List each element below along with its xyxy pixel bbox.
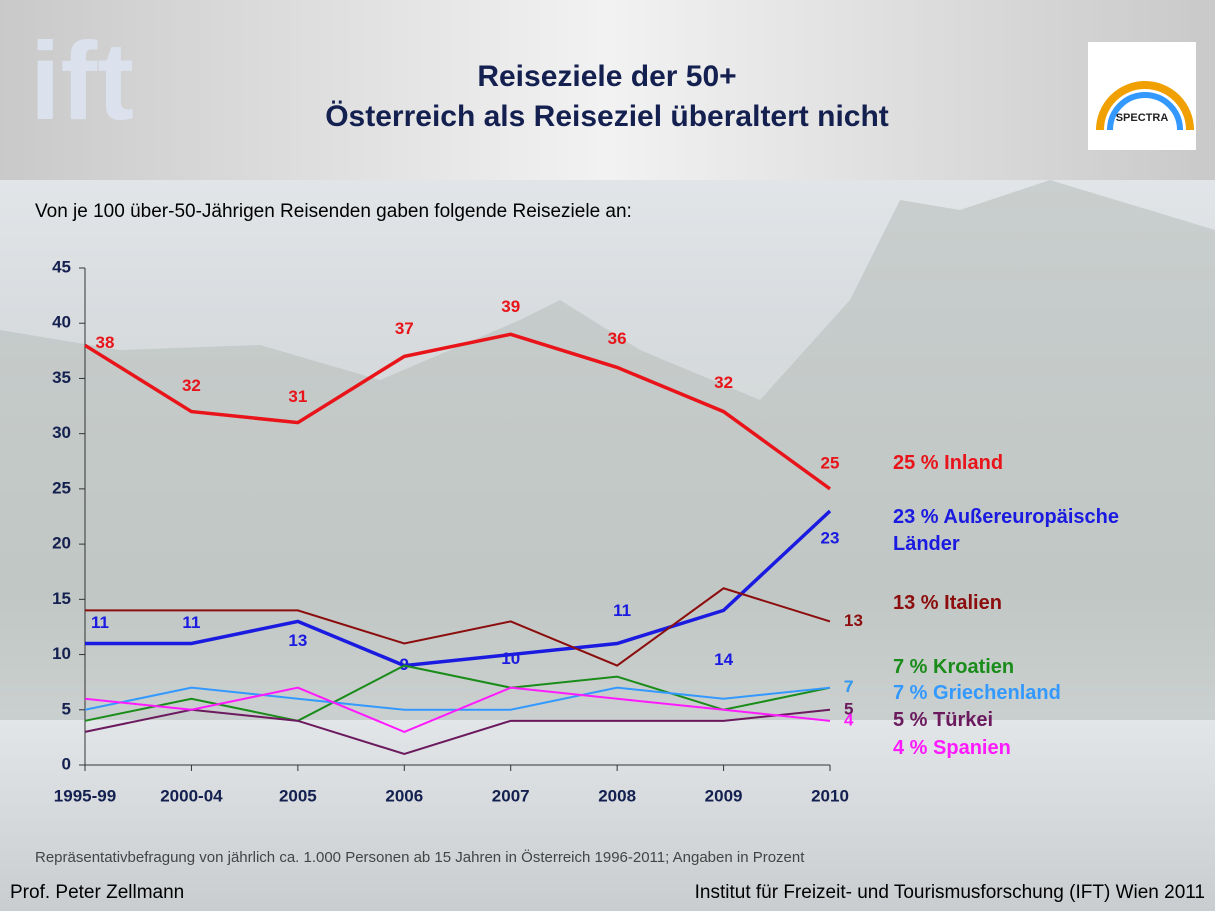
title: Österreich als Reiseziel überaltert nich… — [325, 100, 889, 133]
data-label: 7 — [844, 677, 853, 696]
intro: Von je 100 über-50-Jährigen Reisenden ga… — [35, 201, 632, 222]
data-label: 32 — [714, 373, 733, 392]
data-label: 7 — [844, 677, 853, 696]
x-tick-label: 2009 — [705, 786, 743, 805]
footnote: Repräsentativbefragung von jährlich ca. … — [35, 848, 805, 866]
logo-arc — [1096, 81, 1194, 131]
legend-entry: 25 % Inland — [893, 452, 1004, 474]
x-tick-label: 2008 — [598, 786, 636, 805]
y-tick-label: 30 — [52, 423, 71, 442]
data-label: 13 — [288, 631, 307, 650]
series-line — [84, 664, 831, 722]
x-tick-label: 2006 — [385, 786, 423, 805]
legend-entry: 7 % Kroatien — [893, 656, 1015, 678]
series-line — [85, 509, 832, 668]
data-label: 39 — [501, 297, 520, 316]
x-tick-label: 2005 — [279, 786, 317, 805]
logo-right-text: SPECTRA — [1116, 112, 1169, 124]
series-line — [84, 686, 831, 733]
title: Reiseziele der 50+ — [477, 60, 736, 93]
y-tick-label: 5 — [62, 699, 71, 718]
mountains — [0, 180, 1215, 720]
data-label: 5 — [844, 699, 853, 718]
y-tick-label: 15 — [52, 589, 71, 608]
x-tick-label: 2007 — [492, 786, 530, 805]
data-label: 13 — [844, 611, 863, 630]
data-label: 38 — [96, 333, 115, 352]
y-tick-label: 0 — [62, 754, 71, 773]
y-tick-label: 45 — [52, 257, 71, 276]
data-label: 4 — [844, 710, 854, 729]
data-label: 11 — [91, 613, 109, 632]
x-tick-label: 2010 — [811, 786, 849, 805]
legend-entry: 5 % Türkei — [893, 709, 994, 731]
series-line — [84, 708, 831, 756]
y-tick-label: 20 — [52, 534, 71, 553]
legend-entry: 7 % Griechenland — [893, 682, 1061, 704]
legend-entry: 4 % Spanien — [893, 737, 1011, 759]
series-line — [84, 332, 832, 491]
legend-entry: 13 % Italien — [893, 592, 1002, 614]
logo-left: ift — [30, 20, 134, 143]
data-label: 37 — [395, 319, 414, 338]
y-tick-label: 10 — [52, 644, 71, 663]
data-label: 11 — [182, 613, 200, 632]
legend-entry: 23 % Außereuropäische Länder — [893, 506, 1120, 555]
data-label: 11 — [613, 601, 631, 620]
y-tick-label: 35 — [52, 368, 71, 387]
y-tick-label: 40 — [52, 313, 71, 332]
data-label: 36 — [608, 329, 627, 348]
footer-right: Institut für Freizeit- und Tourismusfors… — [695, 882, 1205, 903]
footer-left: Prof. Peter Zellmann — [10, 882, 184, 903]
y-tick-label: 25 — [52, 478, 71, 497]
data-label: 14 — [714, 650, 733, 669]
x-tick-label: 1995-99 — [54, 786, 116, 805]
header-band — [0, 0, 1215, 180]
x-tick-label: 2000-04 — [160, 786, 223, 805]
logo-arc — [1107, 92, 1183, 131]
data-label: 10 — [501, 649, 520, 668]
data-label: 31 — [288, 387, 307, 406]
series-line — [85, 587, 831, 667]
data-label: 23 — [821, 528, 840, 547]
data-label: 32 — [182, 376, 201, 395]
data-label: 25 — [821, 453, 840, 472]
